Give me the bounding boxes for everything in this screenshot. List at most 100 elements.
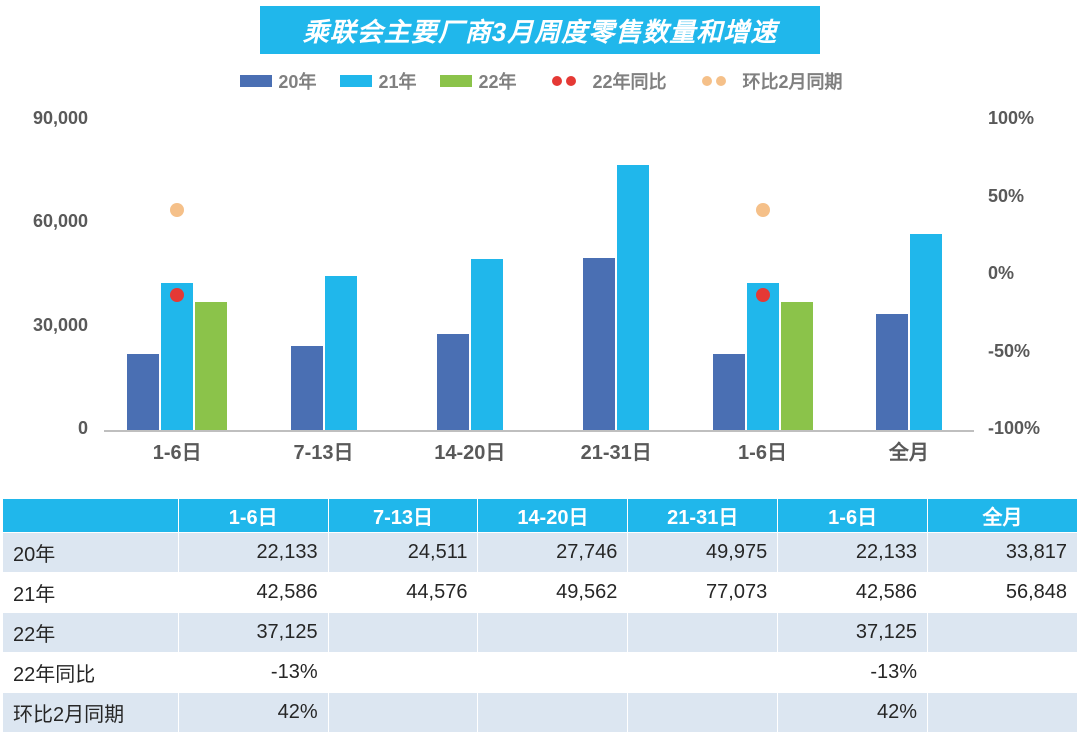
x-category-label: 21-31日: [581, 436, 652, 465]
table-cell: [478, 613, 628, 653]
table-cell: [328, 653, 478, 693]
table-cell: 42%: [778, 693, 928, 733]
x-category-label: 全月: [889, 436, 929, 465]
bar-20年: [876, 314, 908, 430]
table-cell: [478, 653, 628, 693]
plot-area: 0 30,000 60,000 90,000 -100% -50% 0% 50% 100% 1-6…: [18, 110, 1068, 470]
table-cell: [328, 693, 478, 733]
table-header-cell: 全月: [928, 499, 1078, 533]
y-right-tick: -50%: [988, 341, 1058, 362]
bar-21年: [471, 259, 503, 430]
bar-21年: [747, 283, 779, 430]
legend-item-3: 22年同比: [541, 68, 667, 94]
table-cell: [328, 613, 478, 653]
table-cell: 42%: [178, 693, 328, 733]
table-header-cell: 14-20日: [478, 499, 628, 533]
table-cell: [628, 693, 778, 733]
x-axis-baseline: [104, 430, 974, 432]
table-row-label: 22年: [3, 613, 179, 653]
table-cell: 49,562: [478, 573, 628, 613]
legend-line-swatch: [541, 74, 587, 88]
bar-21年: [617, 165, 649, 430]
bar-21年: [910, 234, 942, 430]
bar-20年: [437, 334, 469, 430]
table-cell: 44,576: [328, 573, 478, 613]
y-left-tick: 0: [18, 418, 88, 439]
y-right-tick: 100%: [988, 108, 1058, 129]
marker-环比2月同期: [756, 203, 770, 217]
table-cell: [928, 613, 1078, 653]
table-header-cell: 1-6日: [178, 499, 328, 533]
bar-20年: [583, 258, 615, 430]
bar-20年: [127, 354, 159, 430]
table-cell: 22,133: [778, 533, 928, 573]
bar-21年: [325, 276, 357, 430]
table-cell: [478, 693, 628, 733]
table-cell: 37,125: [178, 613, 328, 653]
table-cell: [628, 613, 778, 653]
legend-line-swatch: [691, 74, 737, 88]
table-header-cell: 7-13日: [328, 499, 478, 533]
legend-swatch: [340, 75, 372, 87]
table-cell: 24,511: [328, 533, 478, 573]
legend-item-4: 环比2月同期: [691, 68, 843, 94]
y-left-tick: 90,000: [18, 108, 88, 129]
legend-swatch: [440, 75, 472, 87]
table-row-label: 21年: [3, 573, 179, 613]
legend-item-2: 22年: [440, 68, 516, 94]
legend: 20年 21年 22年 22年同比 环比2月同期: [0, 64, 1083, 98]
y-left-tick: 30,000: [18, 315, 88, 336]
table-header-cell: [3, 499, 179, 533]
bar-22年: [781, 302, 813, 430]
legend-item-0: 20年: [240, 68, 316, 94]
table-cell: 77,073: [628, 573, 778, 613]
y-right-tick: 50%: [988, 186, 1058, 207]
table-cell: [628, 653, 778, 693]
table-row-label: 22年同比: [3, 653, 179, 693]
table-cell: 42,586: [778, 573, 928, 613]
legend-label: 22年同比: [593, 68, 667, 94]
table-row: 22年37,12537,125: [3, 613, 1078, 653]
table-row: 22年同比-13%-13%: [3, 653, 1078, 693]
legend-label: 22年: [478, 68, 516, 94]
y-right-tick: -100%: [988, 418, 1058, 439]
table-cell: 22,133: [178, 533, 328, 573]
marker-环比2月同期: [170, 203, 184, 217]
x-category-label: 1-6日: [738, 436, 787, 465]
table-row-label: 环比2月同期: [3, 693, 179, 733]
table-cell: 37,125: [778, 613, 928, 653]
table-cell: -13%: [778, 653, 928, 693]
table-cell: 42,586: [178, 573, 328, 613]
table-row: 环比2月同期42%42%: [3, 693, 1078, 733]
table-header-cell: 21-31日: [628, 499, 778, 533]
legend-label: 20年: [278, 68, 316, 94]
table-cell: [928, 693, 1078, 733]
bar-20年: [713, 354, 745, 430]
table-row: 20年22,13324,51127,74649,97522,13333,817: [3, 533, 1078, 573]
bar-20年: [291, 346, 323, 430]
chart-title: 乘联会主要厂商3月周度零售数量和增速: [260, 6, 820, 54]
legend-item-1: 21年: [340, 68, 416, 94]
table-cell: 33,817: [928, 533, 1078, 573]
x-category-label: 14-20日: [434, 436, 505, 465]
table-cell: 56,848: [928, 573, 1078, 613]
legend-label: 环比2月同期: [743, 68, 843, 94]
table-cell: -13%: [178, 653, 328, 693]
x-category-label: 7-13日: [293, 436, 353, 465]
bar-22年: [195, 302, 227, 430]
bar-21年: [161, 283, 193, 430]
marker-22年同比: [170, 288, 184, 302]
table-cell: 49,975: [628, 533, 778, 573]
table-header-cell: 1-6日: [778, 499, 928, 533]
data-table: 1-6日7-13日14-20日21-31日1-6日全月 20年22,13324,…: [2, 498, 1078, 733]
table-cell: [928, 653, 1078, 693]
x-category-label: 1-6日: [153, 436, 202, 465]
marker-22年同比: [756, 288, 770, 302]
table-cell: 27,746: [478, 533, 628, 573]
legend-label: 21年: [378, 68, 416, 94]
table-row: 21年42,58644,57649,56277,07342,58656,848: [3, 573, 1078, 613]
y-left-tick: 60,000: [18, 211, 88, 232]
legend-swatch: [240, 75, 272, 87]
table-row-label: 20年: [3, 533, 179, 573]
y-right-tick: 0%: [988, 263, 1058, 284]
